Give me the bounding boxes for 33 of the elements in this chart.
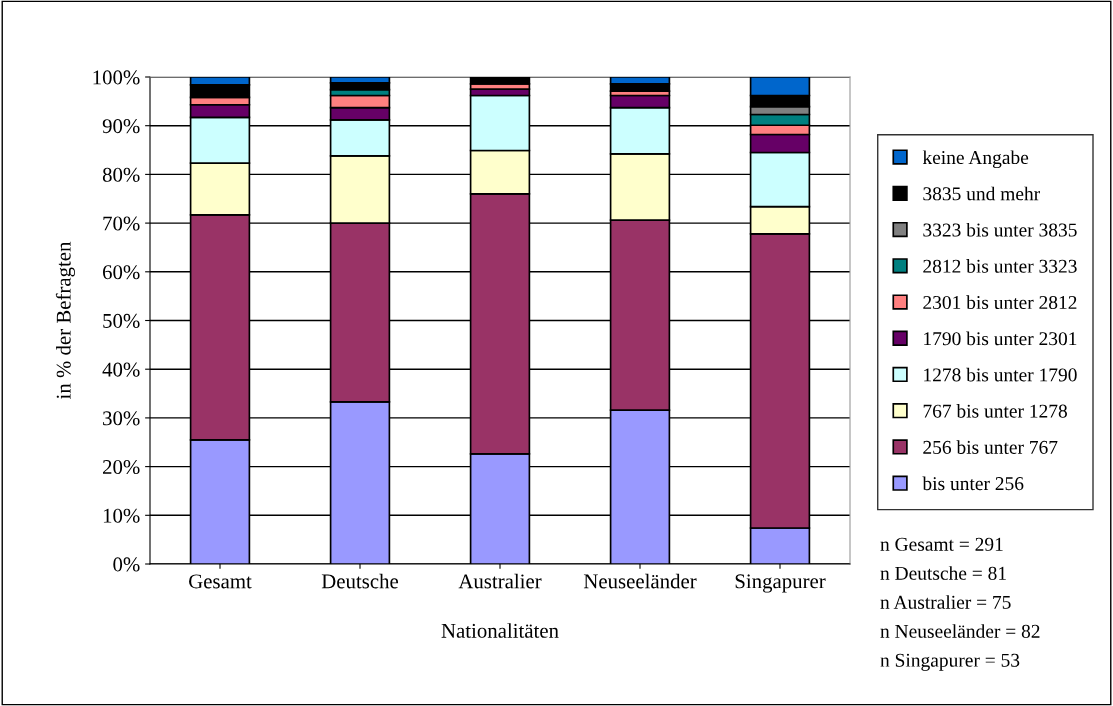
text: n Gesamt = 291 <box>880 537 1003 551</box>
x-tick-label: Gesamt <box>189 574 252 589</box>
legend-label: 767 bis unter 1278 <box>923 404 1067 418</box>
legend-label: keine Angabe <box>922 150 1029 169</box>
y-tick-label: 20% <box>103 459 140 475</box>
y-tick-label: 10% <box>103 508 140 523</box>
legend-label: 1278 bis unter 1790 <box>924 367 1077 382</box>
x-tick-label: Australier <box>458 573 542 589</box>
x-axis-title: Nationalitäten <box>441 623 559 638</box>
legend-label: 2812 bis unter 3323 <box>923 259 1077 273</box>
y-tick-label: 90% <box>102 119 140 134</box>
y-tick-label: 50% <box>103 313 140 328</box>
legend-label: 2301 bis unter 2812 <box>923 295 1077 310</box>
y-tick-label: 100% <box>93 70 140 85</box>
text: n Singapurer = 53 <box>880 653 1020 671</box>
legend-label: bis unter 256 <box>922 476 1024 491</box>
x-tick-label: Singapurer <box>735 574 826 593</box>
text: n Neuseeländer = 82 <box>880 624 1040 638</box>
text: n Australier = 75 <box>880 595 1011 609</box>
legend-label: 1790 bis unter 2301 <box>924 331 1077 346</box>
x-tick-label: Deutsche <box>321 573 399 589</box>
legend-label: 256 bis unter 767 <box>923 440 1058 454</box>
y-axis-title: in % der Befragten <box>55 241 76 400</box>
y-tick-label: 40% <box>102 362 140 377</box>
y-tick-label: 70% <box>103 216 140 231</box>
x-tick-label: Neuseeländer <box>583 573 697 589</box>
y-tick-label: 80% <box>102 167 140 182</box>
y-tick-label: 30% <box>103 411 140 426</box>
legend-label: 3323 bis unter 3835 <box>923 222 1077 237</box>
text: n Deutsche = 81 <box>880 566 1006 580</box>
y-tick-label: 0% <box>113 557 140 572</box>
y-tick-label: 60% <box>102 265 140 280</box>
legend-label: 3835 und mehr <box>923 186 1040 201</box>
